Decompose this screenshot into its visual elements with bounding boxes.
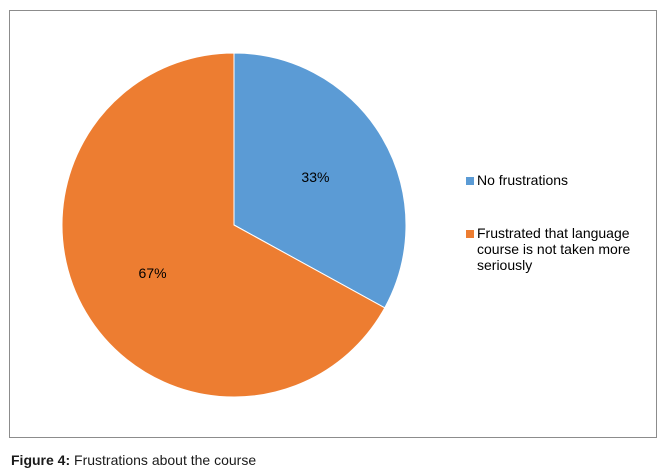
- legend-swatch: [466, 177, 474, 185]
- figure-caption: Figure 4: Frustrations about the course: [11, 452, 256, 468]
- slice-data-label-2: 67%: [139, 265, 167, 281]
- legend: No frustrations Frustrated that language…: [466, 172, 656, 310]
- chart-area: 33% 67% No frustrations Frustrated that l…: [9, 10, 657, 438]
- legend-item-no-frustrations: No frustrations: [466, 172, 656, 188]
- legend-label: No frustrations: [477, 172, 569, 188]
- caption-text: Frustrations about the course: [70, 452, 257, 468]
- legend-swatch: [466, 230, 474, 238]
- slice-data-label-1: 33%: [301, 169, 329, 185]
- legend-item-frustrated: Frustrated that language course is not t…: [466, 225, 656, 273]
- legend-label: Frustrated that language course is not t…: [477, 225, 631, 273]
- pie-slice-2: [61, 52, 386, 398]
- caption-label: Figure 4:: [11, 452, 71, 468]
- pie-chart: 33% 67%: [61, 52, 407, 398]
- pie-slice-1: [233, 52, 407, 309]
